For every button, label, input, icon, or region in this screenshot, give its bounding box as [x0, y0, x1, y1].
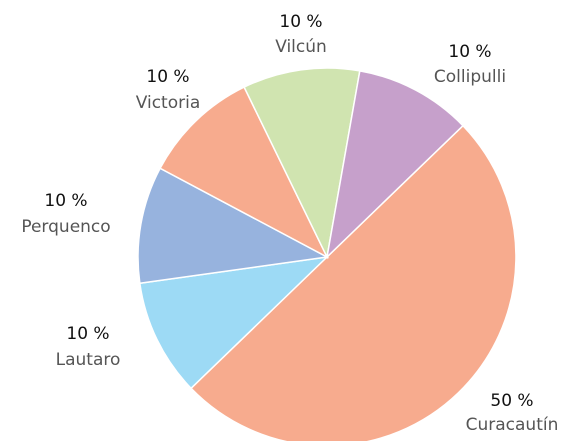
category-label: Perquenco — [21, 217, 110, 237]
value-label: 10 % — [448, 42, 491, 62]
value-label: 10 % — [44, 191, 87, 211]
pie-slice — [189, 124, 517, 441]
value-label: 10 % — [146, 67, 189, 87]
value-label: 10 % — [66, 324, 109, 344]
category-label: Lautaro — [56, 350, 121, 370]
value-label: 10 % — [279, 12, 322, 32]
value-label: 50 % — [490, 391, 533, 411]
category-label: Victoria — [136, 93, 201, 113]
pie-slice — [137, 167, 330, 285]
pie-slice — [325, 70, 465, 260]
category-label: Collipulli — [434, 67, 506, 87]
pie-slice — [138, 255, 330, 390]
pie-slice — [159, 86, 329, 259]
category-label: Vilcún — [275, 37, 327, 57]
category-label: Curacautín — [466, 415, 559, 435]
pie-slice — [243, 67, 361, 260]
